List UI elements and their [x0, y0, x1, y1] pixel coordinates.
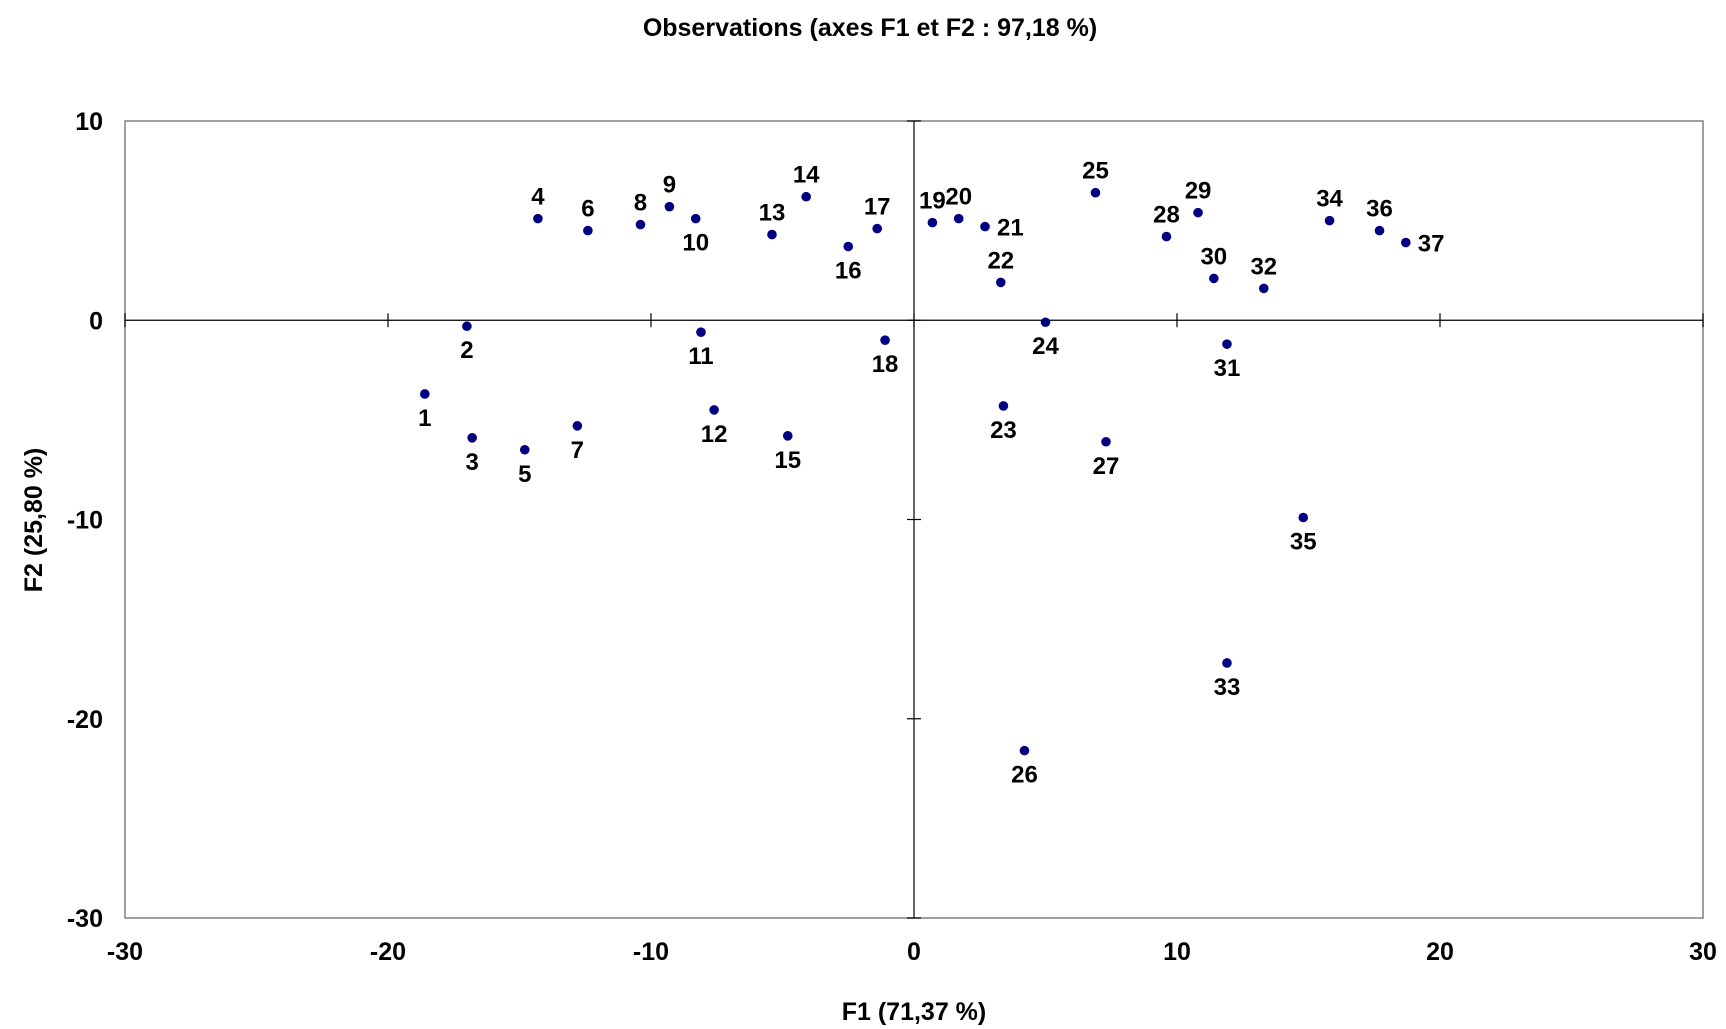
point-label-26: 26	[1011, 762, 1038, 789]
point-label-4: 4	[531, 184, 545, 211]
point-label-13: 13	[759, 200, 786, 227]
x-tick-label: 20	[1426, 938, 1454, 966]
point-label-8: 8	[634, 190, 647, 217]
point-label-33: 33	[1214, 674, 1241, 701]
data-point-33	[1222, 658, 1232, 668]
point-label-23: 23	[990, 417, 1017, 444]
data-point-34	[1324, 215, 1335, 226]
data-points	[420, 187, 1411, 756]
point-label-11: 11	[688, 343, 713, 370]
data-point-2	[462, 321, 472, 332]
point-label-10: 10	[682, 230, 709, 257]
point-label-6: 6	[581, 196, 594, 223]
y-tick-label: -20	[67, 706, 103, 734]
x-tick-label: 10	[1163, 938, 1191, 966]
axes	[124, 120, 1704, 919]
x-tick-label: 0	[907, 938, 921, 966]
data-point-6	[583, 225, 593, 236]
point-label-7: 7	[571, 437, 584, 464]
point-label-27: 27	[1093, 453, 1120, 480]
point-label-32: 32	[1250, 253, 1277, 280]
data-point-18	[880, 335, 890, 345]
point-label-28: 28	[1153, 202, 1180, 229]
point-label-36: 36	[1366, 196, 1393, 223]
data-point-25	[1090, 187, 1101, 198]
data-point-19	[927, 217, 938, 228]
x-tick-label: -20	[370, 938, 406, 966]
data-point-22	[995, 277, 1006, 288]
data-point-35	[1298, 512, 1309, 523]
point-label-24: 24	[1032, 333, 1059, 360]
tick-labels: -30 -20 -10 0 10 20 30 -30 -20 -10 0 10	[67, 108, 1717, 966]
data-point-21	[980, 221, 990, 232]
data-point-16	[843, 241, 854, 252]
data-point-12	[709, 405, 719, 415]
point-label-14: 14	[793, 162, 820, 189]
data-point-17	[872, 223, 882, 234]
x-axis-label: F1 (71,37 %)	[842, 998, 987, 1026]
point-label-34: 34	[1316, 186, 1343, 213]
point-label-18: 18	[872, 351, 899, 378]
data-point-28	[1161, 231, 1172, 242]
x-tick-label: -30	[107, 938, 143, 966]
point-label-19: 19	[919, 188, 946, 215]
y-tick-label: 10	[75, 108, 103, 136]
point-label-12: 12	[701, 421, 728, 448]
point-label-37: 37	[1418, 231, 1445, 258]
data-point-30	[1209, 273, 1219, 284]
data-point-31	[1222, 339, 1232, 349]
data-point-3	[467, 433, 477, 443]
data-point-27	[1101, 436, 1111, 447]
data-point-1	[420, 389, 430, 399]
point-label-16: 16	[835, 258, 862, 285]
x-tick-label: 30	[1689, 938, 1717, 966]
data-point-23	[998, 401, 1009, 411]
y-tick-label: 0	[89, 307, 103, 335]
point-label-22: 22	[987, 247, 1014, 274]
point-label-30: 30	[1200, 243, 1227, 270]
data-point-13	[767, 229, 777, 240]
data-point-37	[1401, 237, 1411, 248]
data-point-24	[1040, 317, 1051, 328]
chart-title: Observations (axes F1 et F2 : 97,18 %)	[643, 14, 1097, 42]
y-axis-label: F2 (25,80 %)	[20, 448, 48, 593]
y-tick-label: -10	[67, 507, 103, 535]
data-point-5	[519, 444, 530, 455]
data-point-11	[696, 327, 706, 338]
data-point-7	[572, 421, 583, 431]
point-label-3: 3	[465, 449, 478, 476]
point-label-20: 20	[945, 184, 972, 211]
data-point-14	[801, 191, 811, 202]
point-label-5: 5	[518, 461, 531, 488]
point-label-21: 21	[997, 215, 1024, 242]
data-point-26	[1019, 745, 1030, 756]
data-point-32	[1258, 283, 1269, 294]
data-point-29	[1193, 207, 1203, 218]
y-tick-label: -30	[67, 905, 103, 933]
point-label-9: 9	[663, 172, 676, 199]
point-label-2: 2	[460, 337, 473, 364]
data-point-15	[782, 431, 793, 441]
data-point-36	[1374, 225, 1385, 236]
point-label-15: 15	[774, 447, 801, 474]
data-point-10	[690, 213, 701, 224]
data-point-9	[664, 201, 675, 212]
data-point-4	[533, 213, 543, 224]
point-label-29: 29	[1185, 178, 1212, 205]
x-tick-label: -10	[633, 938, 669, 966]
point-label-31: 31	[1214, 355, 1241, 382]
point-label-1: 1	[418, 405, 431, 432]
point-label-25: 25	[1082, 158, 1109, 185]
data-point-8	[635, 219, 646, 230]
data-point-20	[953, 213, 964, 224]
point-label-17: 17	[864, 194, 891, 221]
point-label-35: 35	[1290, 529, 1317, 556]
